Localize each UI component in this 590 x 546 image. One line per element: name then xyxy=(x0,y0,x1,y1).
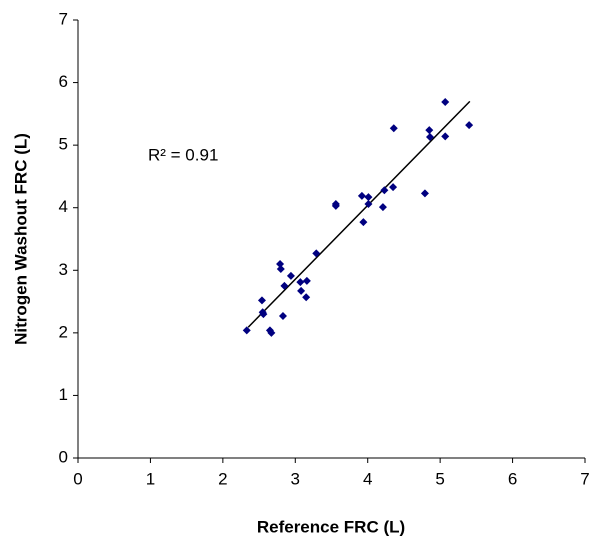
y-axis-title: Nitrogen Washout FRC (L) xyxy=(11,133,30,345)
point xyxy=(465,121,474,130)
y-tick-label: 1 xyxy=(59,385,68,404)
point xyxy=(312,249,321,258)
y-tick-label: 0 xyxy=(59,447,68,466)
point xyxy=(259,310,268,319)
y-tick-label: 2 xyxy=(59,322,68,341)
point xyxy=(357,191,366,200)
x-tick-label: 5 xyxy=(435,469,444,488)
point xyxy=(302,276,311,285)
annotation: R² = 0.91 xyxy=(148,145,218,164)
point xyxy=(441,97,450,106)
point xyxy=(331,201,340,210)
point xyxy=(364,193,373,202)
point xyxy=(296,278,305,287)
point xyxy=(389,183,398,192)
y-tick-label: 5 xyxy=(59,135,68,154)
y-tick-label: 3 xyxy=(59,260,68,279)
point xyxy=(425,126,434,135)
point xyxy=(420,189,429,198)
point xyxy=(286,271,295,280)
y-tick-label: 4 xyxy=(59,197,68,216)
point xyxy=(441,132,450,141)
point xyxy=(364,199,373,208)
point xyxy=(276,265,285,274)
point xyxy=(426,133,435,142)
x-tick-label: 3 xyxy=(291,469,300,488)
point xyxy=(267,328,276,337)
x-tick-label: 4 xyxy=(363,469,372,488)
trendline xyxy=(247,100,471,328)
point xyxy=(302,293,311,302)
point xyxy=(280,281,289,290)
point xyxy=(378,203,387,212)
x-axis-title: Reference FRC (L) xyxy=(257,517,405,536)
x-tick-label: 0 xyxy=(73,469,82,488)
x-tick-label: 1 xyxy=(146,469,155,488)
y-tick-label: 6 xyxy=(59,72,68,91)
point xyxy=(389,124,398,133)
x-tick-label: 6 xyxy=(508,469,517,488)
point xyxy=(297,286,306,295)
point xyxy=(380,186,389,195)
point xyxy=(257,296,266,305)
point xyxy=(242,326,251,335)
y-tick-label: 7 xyxy=(59,9,68,28)
point xyxy=(276,260,285,269)
x-tick-label: 2 xyxy=(218,469,227,488)
point xyxy=(278,311,287,320)
x-tick-label: 7 xyxy=(580,469,589,488)
point xyxy=(359,218,368,227)
